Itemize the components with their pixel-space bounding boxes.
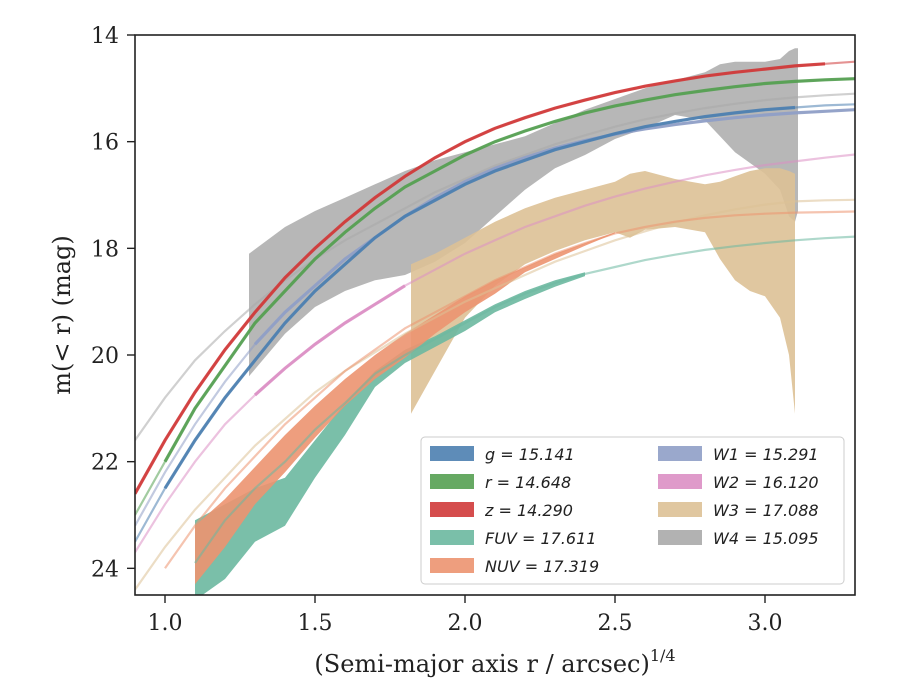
legend-label-w3: W3 = 17.088 xyxy=(713,501,819,520)
legend-swatch-fuv xyxy=(430,530,474,545)
legend-swatch-nuv xyxy=(430,558,474,573)
legend-swatch-w3 xyxy=(658,502,702,517)
curve-measured-w2 xyxy=(253,284,406,397)
curve-measured-z xyxy=(135,62,826,495)
curve-measured-r xyxy=(163,77,855,463)
legend-label-g: g = 15.141 xyxy=(485,445,575,464)
y-tick-label: 14 xyxy=(91,24,119,49)
y-axis-label: m(< r) (mag) xyxy=(48,235,76,394)
legend-label-nuv: NUV = 17.319 xyxy=(485,557,599,576)
x-axis-label: (Semi-major axis r / arcsec)1/4 xyxy=(314,646,675,678)
legend-swatch-w2 xyxy=(658,474,702,489)
y-tick-label: 18 xyxy=(91,237,119,262)
x-tick-label: 2.5 xyxy=(598,611,633,636)
legend-label-w2: W2 = 16.120 xyxy=(713,473,819,492)
legend-box xyxy=(420,436,845,585)
y-tick-label: 16 xyxy=(91,131,119,156)
legend-swatch-w4 xyxy=(658,530,702,545)
curve-measured-g xyxy=(163,105,796,490)
legend-label-w4: W4 = 15.095 xyxy=(713,529,819,548)
x-tick-label: 1.0 xyxy=(148,611,183,636)
y-tick-label: 20 xyxy=(91,344,119,369)
legend-swatch-g xyxy=(430,446,474,461)
x-tick-label: 2.0 xyxy=(448,611,483,636)
x-axis-label-main: (Semi-major axis r / arcsec) xyxy=(314,650,649,678)
curve-model-w3 xyxy=(135,198,855,591)
curve-model-w4 xyxy=(135,92,855,441)
y-tick-label: 22 xyxy=(91,451,119,476)
legend-swatch-z xyxy=(430,502,474,517)
legend: g = 15.141 r = 14.648 z = 14.290 FUV = 17.6… xyxy=(420,436,845,585)
legend-swatch-r xyxy=(430,474,474,489)
band-w3 xyxy=(411,168,795,414)
plot-frame xyxy=(134,34,856,596)
band-fuv xyxy=(195,272,585,595)
y-axis: 14 16 18 20 22 24 xyxy=(91,24,135,582)
curve-model-nuv xyxy=(164,210,855,569)
x-axis-label-superscript: 1/4 xyxy=(650,646,676,665)
legend-label-r: r = 14.648 xyxy=(485,473,571,492)
legend-swatch-w1 xyxy=(658,446,702,461)
legend-label-fuv: FUV = 17.611 xyxy=(485,529,596,548)
legend-label-z: z = 14.290 xyxy=(484,501,573,520)
profile-curves xyxy=(135,60,855,591)
curve-model-fuv xyxy=(194,235,855,564)
x-tick-label: 3.0 xyxy=(748,611,783,636)
y-tick-label: 24 xyxy=(91,557,119,582)
x-axis: 1.0 1.5 2.0 2.5 3.0 xyxy=(148,595,783,636)
legend-label-w1: W1 = 15.291 xyxy=(713,445,819,464)
x-tick-label: 1.5 xyxy=(298,611,333,636)
